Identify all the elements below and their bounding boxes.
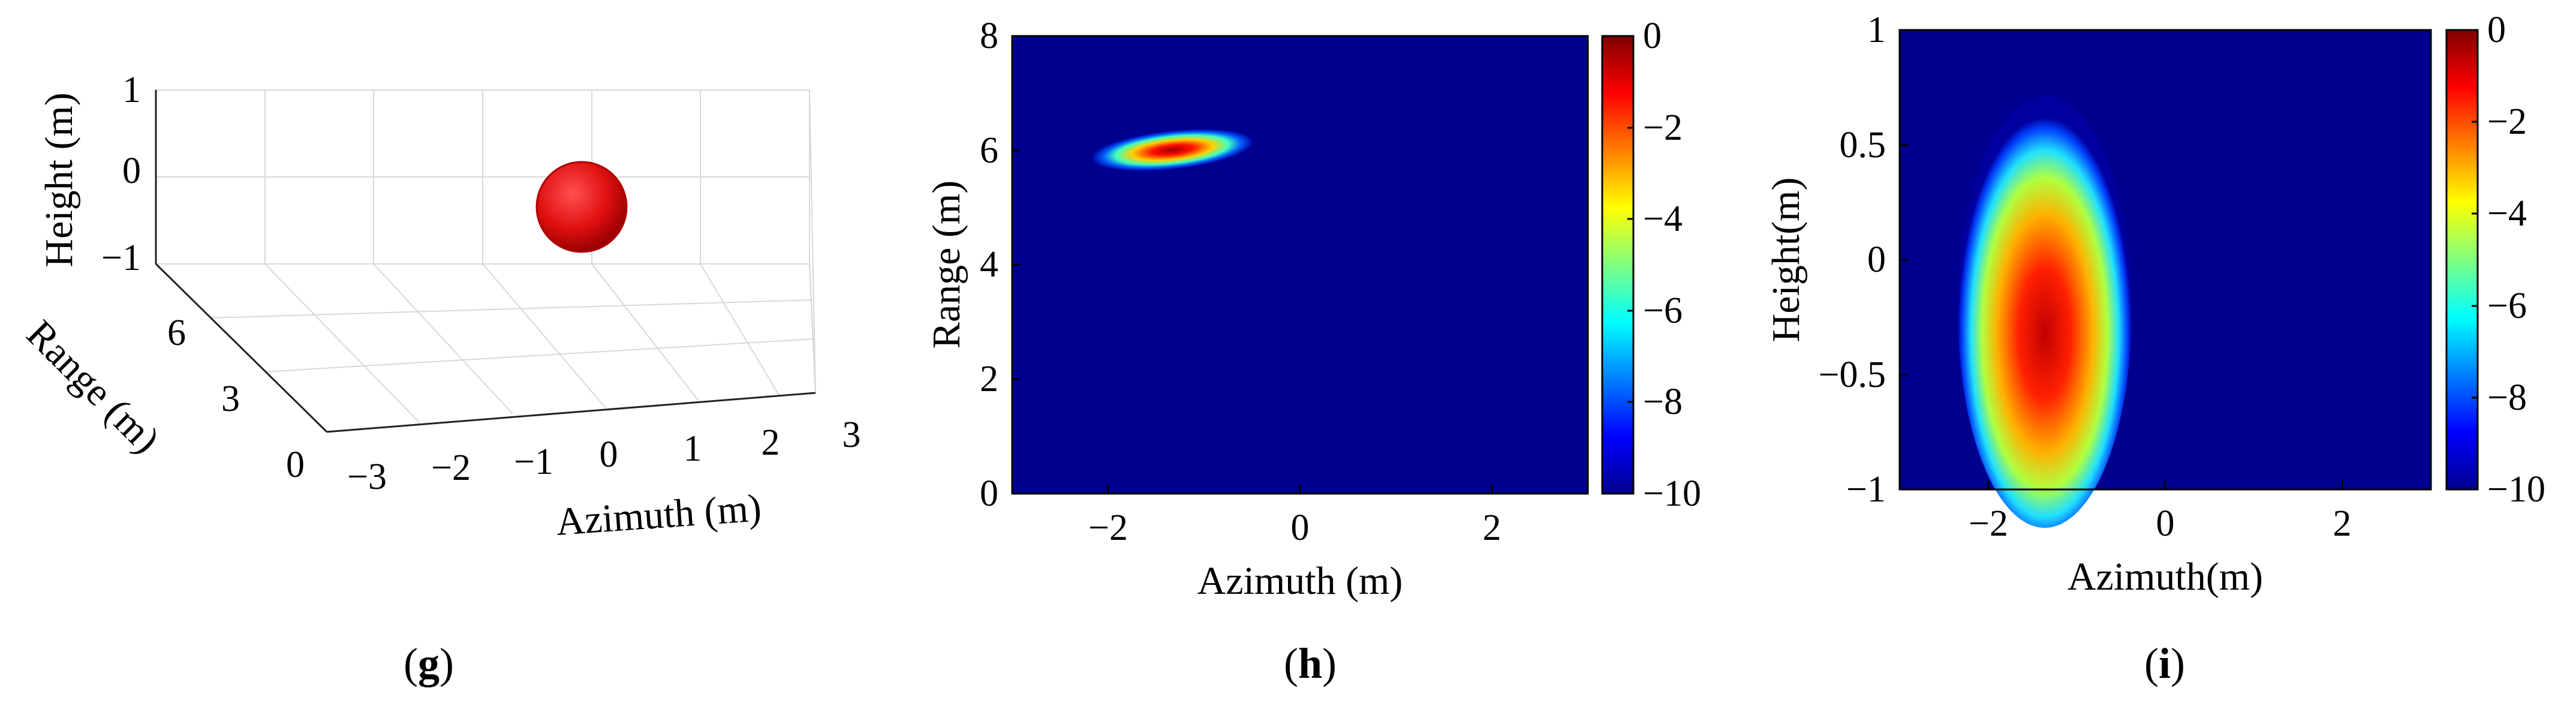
i-ytick-0: 0 xyxy=(1867,239,1886,280)
caption-i: (i) xyxy=(2144,639,2185,687)
i-ytick-05: 0.5 xyxy=(1840,125,1886,166)
h-cbtick-neg6: −6 xyxy=(1643,290,1683,331)
i-colorbar xyxy=(2445,29,2479,491)
g-ztick-neg1: −1 xyxy=(101,238,141,278)
h-cbtick-0: 0 xyxy=(1643,16,1662,56)
g-xtick-3: 3 xyxy=(842,414,861,455)
caption-h: (h) xyxy=(1284,639,1337,687)
i-ytick-1: 1 xyxy=(1867,10,1886,50)
h-ytick-8: 8 xyxy=(980,16,998,56)
g-ztick-1: 1 xyxy=(122,70,141,110)
panel-i: −1 −0.5 0 0.5 1 Height(m) −2 0 2 Azimuth… xyxy=(1764,10,2545,687)
panel-g: 1 0 −1 Height (m) 6 3 0 Range (m) −3 −2 … xyxy=(18,70,860,687)
i-cbtick-neg8: −8 xyxy=(2487,377,2527,418)
h-xtick-2: 2 xyxy=(1483,507,1501,548)
h-ylabel: Range (m) xyxy=(925,181,968,349)
panel-g-axes xyxy=(155,90,816,433)
g-ytick-3: 3 xyxy=(221,378,240,419)
h-cbtick-neg4: −4 xyxy=(1643,199,1683,239)
g-xlabel: Azimuth (m) xyxy=(555,486,763,544)
i-cbtick-neg6: −6 xyxy=(2487,286,2527,326)
h-cbtick-neg10: −10 xyxy=(1643,473,1701,514)
g-xtick-neg1: −1 xyxy=(514,441,553,482)
g-xtick-1: 1 xyxy=(684,428,702,469)
i-xtick-0: 0 xyxy=(2156,503,2175,544)
h-ytick-4: 4 xyxy=(980,244,998,285)
g-xtick-0: 0 xyxy=(600,434,618,475)
i-target-blob xyxy=(1958,96,2132,528)
i-xtick-neg2: −2 xyxy=(1969,503,2008,544)
h-colorbar xyxy=(1601,35,1635,495)
h-cbtick-neg8: −8 xyxy=(1643,381,1683,422)
g-ztick-0: 0 xyxy=(122,151,141,191)
i-ytick-neg1: −1 xyxy=(1846,469,1886,510)
g-ylabel: Range (m) xyxy=(18,312,168,462)
i-xtick-2: 2 xyxy=(2333,503,2352,544)
g-sphere-object xyxy=(535,161,628,253)
i-cbtick-0: 0 xyxy=(2487,10,2506,50)
g-ytick-0: 0 xyxy=(286,444,305,485)
panel-g-grid xyxy=(155,89,816,432)
g-xtick-2: 2 xyxy=(762,422,780,463)
h-ytick-6: 6 xyxy=(980,130,998,171)
h-xlabel: Azimuth (m) xyxy=(1197,559,1403,603)
h-target-blob xyxy=(1091,129,1253,171)
h-xtick-0: 0 xyxy=(1291,507,1310,548)
g-xtick-neg2: −2 xyxy=(431,447,471,488)
h-xtick-neg2: −2 xyxy=(1088,507,1128,548)
h-ytick-0: 0 xyxy=(980,473,998,514)
h-ytick-2: 2 xyxy=(980,359,998,399)
panel-h: 0 2 4 6 8 Range (m) −2 0 2 Azimuth (m) 0… xyxy=(925,16,1701,687)
g-zlabel: Height (m) xyxy=(37,92,81,267)
i-xlabel: Azimuth(m) xyxy=(2068,555,2263,599)
i-cbtick-neg2: −2 xyxy=(2487,101,2527,142)
i-ylabel: Height(m) xyxy=(1764,178,1808,343)
g-ytick-6: 6 xyxy=(167,313,186,353)
h-cbtick-neg2: −2 xyxy=(1643,107,1683,148)
caption-g: (g) xyxy=(404,639,454,687)
h-heatmap-background xyxy=(1012,36,1588,494)
g-xtick-neg3: −3 xyxy=(347,456,387,497)
i-ytick-neg05: −0.5 xyxy=(1819,354,1886,395)
i-cbtick-neg10: −10 xyxy=(2487,469,2545,510)
i-cbtick-neg4: −4 xyxy=(2487,193,2527,234)
